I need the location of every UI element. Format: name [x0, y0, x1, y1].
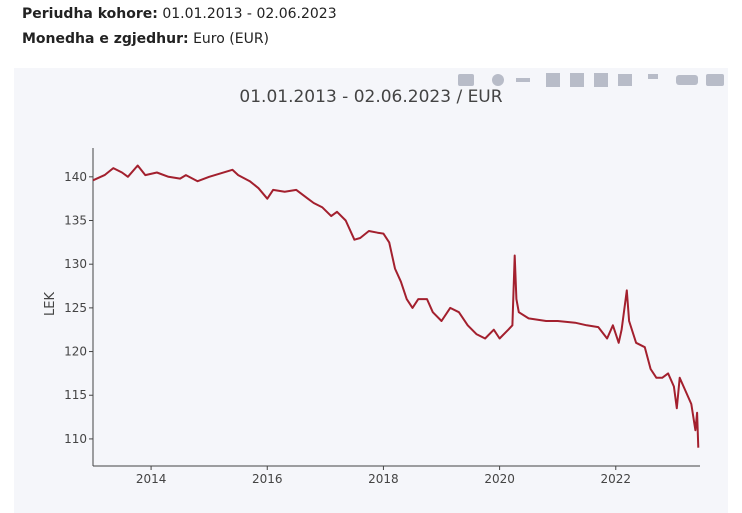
currency-line: Monedha e zgjedhur: Euro (EUR)	[22, 31, 269, 47]
currency-label: Monedha e zgjedhur:	[22, 31, 189, 47]
period-value: 01.01.2013 - 02.06.2023	[162, 6, 337, 22]
tool-zoom[interactable]	[492, 74, 504, 86]
tool-spike[interactable]	[648, 74, 658, 79]
x-tick-label: 2016	[252, 472, 283, 486]
x-tick-label: 2022	[601, 472, 632, 486]
period-label: Periudha kohore:	[22, 6, 158, 22]
toolbar	[458, 73, 724, 87]
chart-title: 01.01.2013 - 02.06.2023 / EUR	[239, 87, 502, 107]
price-line	[92, 164, 700, 448]
tool-autoscale[interactable]	[594, 73, 608, 87]
chart: 01.01.2013 - 02.06.2023 / EUR LEK 110 115…	[14, 68, 728, 513]
tool-pan[interactable]	[516, 78, 530, 82]
x-tick-label: 2014	[136, 472, 167, 486]
y-tick-label: 120	[64, 345, 87, 359]
currency-value: Euro (EUR)	[193, 31, 270, 47]
tool-hover-compare[interactable]	[706, 74, 724, 86]
chart-background	[14, 68, 728, 513]
y-tick-label: 135	[64, 214, 87, 228]
tool-zoom-in[interactable]	[546, 73, 560, 87]
tool-camera[interactable]	[458, 74, 474, 86]
period-line: Periudha kohore: 01.01.2013 - 02.06.2023	[22, 6, 337, 22]
y-axis-label: LEK	[43, 292, 58, 316]
y-tick-label: 110	[64, 432, 87, 446]
x-tick-label: 2020	[484, 472, 515, 486]
y-tick-label: 125	[64, 301, 87, 315]
y-tick-label: 140	[64, 170, 87, 184]
x-tick-label: 2018	[368, 472, 399, 486]
y-tick-label: 130	[64, 257, 87, 271]
tool-hover-closest[interactable]	[676, 75, 698, 85]
tool-reset[interactable]	[618, 74, 632, 86]
tool-zoom-out[interactable]	[570, 73, 584, 87]
y-tick-label: 115	[64, 388, 87, 402]
